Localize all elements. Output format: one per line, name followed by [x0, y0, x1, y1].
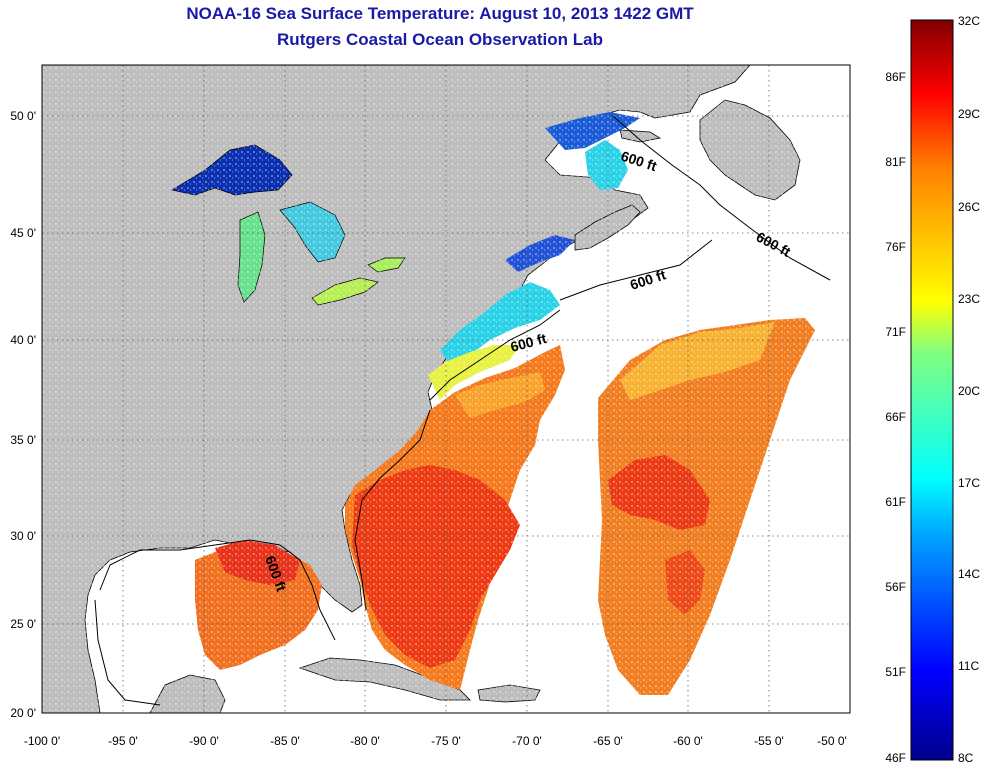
- colorbar-fahrenheit-label: 81F: [885, 155, 906, 169]
- colorbar-fahrenheit-label: 76F: [885, 240, 906, 254]
- lon-tick-label: -65 0': [593, 734, 623, 748]
- colorbar-celsius-label: 8C: [958, 751, 974, 765]
- colorbar-celsius-labels: 32C 29C 26C 23C 20C 17C 14C 11C 8C: [958, 14, 980, 765]
- lon-tick-label: -90 0': [189, 734, 219, 748]
- isobath-600ft-atlantic: [354, 114, 831, 611]
- lon-tick-label: -80 0': [350, 734, 380, 748]
- colorbar-fahrenheit-label: 61F: [885, 495, 906, 509]
- lat-tick-label: 45 0': [10, 226, 36, 240]
- lat-tick-label: 30 0': [10, 529, 36, 543]
- chart-subtitle: Rutgers Coastal Ocean Observation Lab: [277, 30, 603, 49]
- colorbar-celsius-label: 17C: [958, 476, 980, 490]
- chart-title: NOAA-16 Sea Surface Temperature: August …: [186, 4, 694, 23]
- colorbar-celsius-label: 32C: [958, 14, 980, 28]
- colorbar-celsius-label: 11C: [958, 659, 979, 673]
- colorbar-fahrenheit-labels: 86F 81F 76F 71F 66F 61F 56F 51F 46F: [885, 70, 906, 765]
- graticule: [42, 65, 850, 713]
- lat-tick-label: 50 0': [10, 109, 36, 123]
- lat-tick-label: 35 0': [10, 433, 36, 447]
- lon-tick-label: -95 0': [108, 734, 138, 748]
- latitude-axis: 20 0' 25 0' 30 0' 35 0' 40 0' 45 0' 50 0…: [10, 109, 36, 720]
- isobath-600ft-gulf: [94, 539, 336, 706]
- colorbar-fahrenheit-label: 56F: [885, 580, 906, 594]
- map-border: [41, 64, 851, 714]
- lat-tick-label: 40 0': [10, 333, 36, 347]
- lon-tick-label: -60 0': [673, 734, 703, 748]
- lon-tick-label: -75 0': [431, 734, 461, 748]
- colorbar-fahrenheit-label: 66F: [885, 410, 906, 424]
- lat-tick-label: 25 0': [10, 617, 36, 631]
- longitude-axis: -100 0' -95 0' -90 0' -85 0' -80 0' -75 …: [24, 734, 847, 748]
- colorbar-fahrenheit-label: 51F: [885, 665, 906, 679]
- colorbar-fahrenheit-label: 46F: [885, 751, 906, 765]
- lon-tick-label: -50 0': [817, 734, 847, 748]
- colorbar-celsius-label: 23C: [958, 292, 980, 306]
- lon-tick-label: -85 0': [270, 734, 300, 748]
- lon-tick-label: -55 0': [754, 734, 784, 748]
- lon-tick-label: -70 0': [512, 734, 542, 748]
- colorbar-celsius-label: 20C: [958, 384, 980, 398]
- colorbar-celsius-label: 26C: [958, 200, 980, 214]
- lon-tick-label: -100 0': [24, 734, 60, 748]
- colorbar-celsius-label: 14C: [958, 567, 980, 581]
- colorbar-fahrenheit-label: 71F: [885, 325, 906, 339]
- colorbar: [910, 19, 954, 761]
- map-panel: 600 ft 600 ft 600 ft 600 ft 600 ft: [42, 65, 850, 713]
- lat-tick-label: 20 0': [10, 706, 36, 720]
- colorbar-fahrenheit-label: 86F: [885, 70, 906, 84]
- colorbar-celsius-label: 29C: [958, 107, 980, 121]
